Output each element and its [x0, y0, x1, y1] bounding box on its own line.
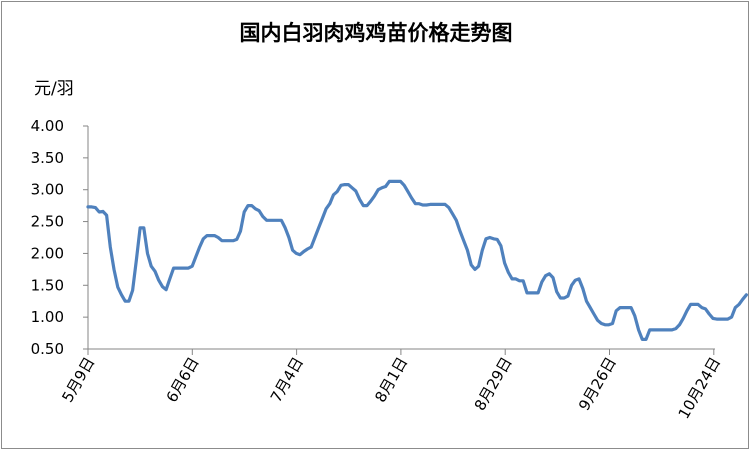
y-axis: 0.50 1.00 1.50 2.00 2.50 3.00 3.50 4.00: [31, 117, 89, 358]
x-tick-label: 7月4日: [267, 354, 307, 406]
x-tick-label: 6月6日: [163, 354, 203, 406]
x-tick-label: 8月1日: [371, 354, 411, 406]
x-tick-label: 8月29日: [471, 354, 516, 414]
y-tick-label: 1.00: [31, 308, 64, 326]
y-tick-label: 3.50: [31, 149, 64, 167]
y-tick-label: 3.00: [31, 181, 64, 199]
y-tick-label: 0.50: [31, 340, 64, 358]
y-tick-label: 2.00: [31, 244, 64, 262]
x-tick-label: 5月9日: [58, 354, 98, 406]
x-axis: 5月9日 6月6日 7月4日 8月1日 8月29日 9月26日 10月24日: [58, 348, 725, 422]
x-tick-label: 9月26日: [575, 354, 620, 414]
y-tick-label: 2.50: [31, 213, 64, 231]
price-series-line: [86, 179, 749, 341]
y-axis-unit-label: 元/羽: [34, 79, 74, 99]
x-tick-label: 10月24日: [675, 354, 725, 422]
y-tick-label: 4.00: [31, 117, 64, 135]
y-tick-label: 1.50: [31, 276, 64, 294]
chart-title: 国内白羽肉鸡鸡苗价格走势图: [239, 21, 513, 45]
series-group: [86, 179, 749, 341]
